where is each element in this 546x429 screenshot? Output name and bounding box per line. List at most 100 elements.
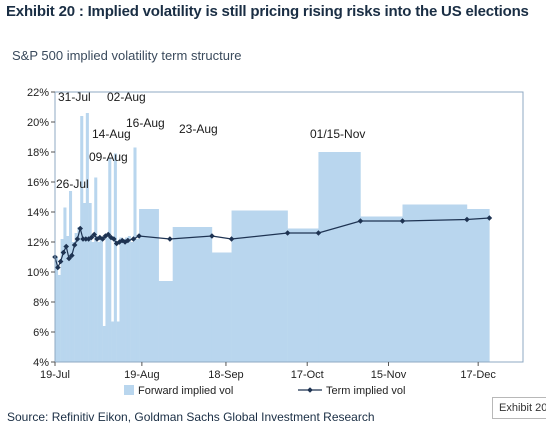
y-tick-label: 12%: [27, 237, 49, 249]
term-vol-point: [74, 236, 81, 242]
term-vol-point: [315, 230, 322, 236]
x-tick-label: 17-Dec: [460, 369, 496, 381]
forward-vol-bar: [111, 321, 115, 362]
legend-bar-swatch: [124, 385, 134, 395]
term-vol-point: [66, 255, 72, 262]
term-vol-point: [111, 236, 117, 242]
forward-vol-bar: [88, 203, 92, 362]
forward-vol-bar: [69, 191, 73, 362]
term-vol-point: [99, 236, 106, 242]
chart-title: Exhibit 20 : Implied volatility is still…: [6, 3, 529, 20]
forward-vol-bar: [83, 203, 87, 362]
annotation-label: 31-Jul: [58, 90, 91, 104]
term-vol-point: [136, 233, 142, 239]
forward-vol-bar: [55, 257, 59, 362]
legend-label-term: Term implied vol: [326, 385, 405, 397]
term-vol-point: [125, 237, 131, 244]
forward-vol-bar: [116, 321, 120, 362]
y-tick-label: 22%: [27, 87, 49, 99]
forward-vol-bar: [318, 152, 361, 362]
term-vol-point: [88, 234, 95, 241]
forward-vol-bar: [60, 239, 64, 362]
term-vol-point: [57, 258, 64, 265]
term-vol-point: [399, 218, 406, 224]
term-vol-point: [63, 243, 70, 250]
forward-vol-bar: [57, 275, 61, 362]
legend-label-forward: Forward implied vol: [138, 385, 233, 397]
forward-vol-bar: [99, 237, 103, 362]
chart-subtitle: S&P 500 implied volatility term structur…: [12, 48, 242, 63]
forward-vol-bar: [71, 242, 75, 362]
term-vol-point: [60, 249, 67, 256]
forward-vol-bar: [63, 207, 67, 362]
forward-vol-bar: [402, 204, 468, 362]
term-vol-point: [130, 236, 137, 242]
forward-vol-bar: [127, 236, 131, 362]
forward-vol-bar: [211, 252, 232, 362]
term-vol-point: [209, 233, 215, 239]
y-tick-label: 8%: [33, 297, 49, 309]
forward-vol-bar: [74, 233, 78, 362]
term-vol-point: [464, 216, 470, 223]
term-vol-point: [77, 225, 84, 232]
x-tick-label: 19-Jul: [40, 369, 70, 381]
forward-vol-bar: [108, 158, 112, 362]
forward-vol-bar: [139, 209, 159, 362]
forward-vol-bar: [130, 242, 134, 362]
y-tick-label: 6%: [33, 327, 49, 339]
term-vol-point: [357, 218, 364, 224]
y-tick-label: 14%: [27, 207, 49, 219]
term-vol-point: [284, 230, 291, 236]
forward-vol-bar: [91, 242, 95, 362]
forward-vol-bar: [94, 177, 98, 362]
x-tick-label: 18-Sep: [208, 369, 243, 381]
x-axis: 19-Jul 19-Aug 18-Sep 17-Oct 15-Nov 17-Dec: [40, 362, 496, 381]
forward-vol-bar: [125, 237, 129, 362]
forward-vol-bar: [287, 228, 319, 362]
forward-vol-bar: [158, 281, 173, 362]
y-tick-label: 4%: [33, 357, 49, 369]
term-vol-point: [55, 264, 61, 271]
annotation-label: 23-Aug: [179, 122, 218, 136]
forward-vol-bar: [113, 153, 117, 362]
legend-line-marker: [307, 387, 313, 393]
annotation-label: 16-Aug: [126, 116, 165, 130]
forward-vol-bar: [133, 147, 137, 362]
term-vol-point: [167, 236, 173, 242]
forward-vol-bar: [122, 239, 126, 362]
y-tick-label: 10%: [27, 267, 49, 279]
term-vol-point: [91, 231, 98, 238]
annotation-label: 02-Aug: [107, 90, 146, 104]
x-tick-label: 15-Nov: [371, 369, 407, 381]
term-vol-point: [228, 236, 235, 242]
forward-vol-bars: [55, 113, 490, 362]
forward-vol-bar: [102, 326, 106, 362]
y-tick-label: 16%: [27, 177, 49, 189]
term-vol-line-group: [52, 215, 493, 271]
annotation-label: 26-Jul: [56, 177, 89, 191]
forward-vol-bar: [360, 216, 403, 362]
x-tick-label: 17-Oct: [291, 369, 324, 381]
forward-vol-bar: [66, 236, 70, 362]
term-vol-point: [486, 215, 493, 221]
forward-vol-bar: [172, 227, 213, 362]
forward-vol-bar: [136, 239, 140, 362]
plot-frame: [54, 91, 524, 363]
y-tick-label: 20%: [27, 117, 49, 129]
forward-vol-bar: [119, 237, 123, 362]
y-tick-label: 18%: [27, 147, 49, 159]
annotation-label: 09-Aug: [89, 150, 128, 164]
forward-vol-bar: [77, 227, 81, 362]
x-tick-label: 19-Aug: [124, 369, 159, 381]
annotation-label: 14-Aug: [92, 127, 131, 141]
y-axis: 4% 6% 8% 10% 12% 14% 16% 18% 20% 22%: [27, 87, 55, 369]
source-note: Source: Refinitiv Eikon, Goldman Sachs G…: [7, 410, 375, 424]
forward-vol-bar: [231, 210, 288, 362]
legend: Forward implied vol Term implied vol: [124, 385, 405, 397]
term-vol-point: [71, 242, 78, 248]
term-vol-point: [80, 236, 86, 242]
forward-vol-bar: [97, 242, 101, 362]
annotation-label: 01/15-Nov: [310, 127, 365, 141]
